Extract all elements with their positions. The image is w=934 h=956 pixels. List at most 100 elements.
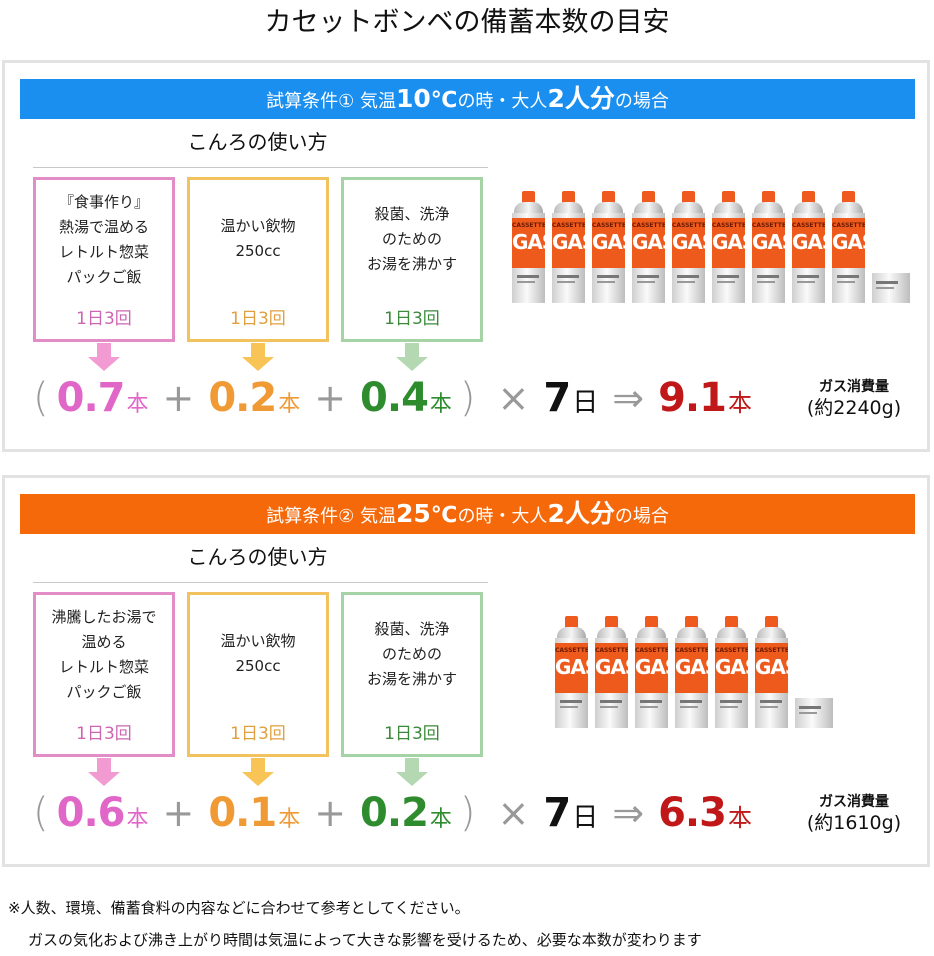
term-meals: 0.6 xyxy=(56,790,126,836)
gas-canister-icon: CASSETTEGAS xyxy=(790,191,826,303)
result-unit: 本 xyxy=(727,804,752,832)
usage-frequency: 1日3回 xyxy=(230,309,286,329)
usage-description: 温かい飲物 250cc xyxy=(220,217,296,260)
footnote-1: ※人数、環境、備蓄食料の内容などに合わせて参考としてください。 xyxy=(8,899,470,917)
gas-canister-icon: CASSETTEGAS xyxy=(710,191,746,303)
banner-prefix: 試算条件① 気温 xyxy=(266,91,396,112)
usage-box-drinks: 温かい飲物 250cc 1日3回 xyxy=(187,592,329,757)
gas-consumption-label: ガス消費量 xyxy=(819,794,889,810)
gas-canister-icon: CASSETTEGAS xyxy=(590,191,626,303)
usage-frequency: 1日3回 xyxy=(230,724,286,744)
banner-mid: の時・大人 xyxy=(457,91,548,112)
gas-canister-icon: CASSETTEGAS xyxy=(713,616,749,728)
usage-frequency: 1日3回 xyxy=(76,724,132,744)
gas-canister-icon: CASSETTEGAS xyxy=(630,191,666,303)
usage-description: 沸騰したお湯で 温める レトルト惣菜 パックご飯 xyxy=(51,608,157,701)
scenario-panel-2: 試算条件② 気温25℃の時・大人2人分の場合 こんろの使い方 沸騰したお湯で 温… xyxy=(2,475,930,867)
term-sterilize: 0.4 xyxy=(360,375,429,421)
times-icon: × xyxy=(497,376,530,420)
plus-icon: + xyxy=(314,376,347,420)
times-icon: × xyxy=(497,791,530,835)
unit: 本 xyxy=(126,807,149,832)
term-drinks: 0.1 xyxy=(208,790,277,836)
implies-arrow-icon: ⇒ xyxy=(612,791,645,835)
term-sterilize: 0.2 xyxy=(360,790,429,836)
gas-canister-icon: CASSETTEGAS xyxy=(550,191,586,303)
gas-canisters-9: CASSETTEGASCASSETTEGASCASSETTEGASCASSETT… xyxy=(510,191,914,303)
banner-degree: ℃ xyxy=(430,503,458,528)
usage-box-meals: 沸騰したお湯で 温める レトルト惣菜 パックご飯 1日3回 xyxy=(33,592,175,757)
divider xyxy=(33,582,488,583)
unit: 本 xyxy=(429,392,452,417)
usage-frequency: 1日3回 xyxy=(384,724,440,744)
gas-canister-icon: CASSETTEGAS xyxy=(633,616,669,728)
plus-icon: + xyxy=(162,376,195,420)
gas-consumption: ガス消費量 (約2240g) xyxy=(799,378,909,420)
usage-title: こんろの使い方 xyxy=(187,545,328,569)
banner-degree: ℃ xyxy=(430,88,458,113)
down-arrow-icon xyxy=(396,758,428,788)
gas-consumption-amount: (約2240g) xyxy=(806,397,902,419)
usage-description: 温かい飲物 250cc xyxy=(220,632,296,675)
scenario-banner-2: 試算条件② 気温25℃の時・大人2人分の場合 xyxy=(20,494,915,534)
days: 7 xyxy=(543,790,571,836)
partial-canister-icon xyxy=(870,273,910,303)
usage-frequency: 1日3回 xyxy=(76,309,132,329)
gas-canister-icon: CASSETTEGAS xyxy=(750,191,786,303)
implies-arrow-icon: ⇒ xyxy=(612,376,645,420)
usage-box-drinks: 温かい飲物 250cc 1日3回 xyxy=(187,177,329,342)
usage-frequency: 1日3回 xyxy=(384,309,440,329)
gas-canister-icon: CASSETTEGAS xyxy=(593,616,629,728)
partial-canister-icon xyxy=(793,698,833,728)
days: 7 xyxy=(543,375,571,421)
result-count: 6.3 xyxy=(658,790,727,836)
gas-consumption: ガス消費量 (約1610g) xyxy=(799,793,909,835)
banner-temperature: 10 xyxy=(396,84,431,113)
usage-box-sterilize: 殺菌、洗浄 のための お湯を沸かす 1日3回 xyxy=(341,177,483,342)
gas-canister-icon: CASSETTEGAS xyxy=(553,616,589,728)
down-arrow-icon xyxy=(242,758,274,788)
term-drinks: 0.2 xyxy=(208,375,277,421)
gas-canister-icon: CASSETTEGAS xyxy=(510,191,546,303)
divider xyxy=(33,167,488,168)
scenario-banner-1: 試算条件① 気温10℃の時・大人2人分の場合 xyxy=(20,79,915,119)
usage-description: 殺菌、洗浄 のための お湯を沸かす xyxy=(366,205,457,273)
banner-suffix: の場合 xyxy=(614,91,669,112)
close-paren: ) xyxy=(459,375,476,421)
gas-consumption-label: ガス消費量 xyxy=(819,379,889,395)
gas-canister-icon: CASSETTEGAS xyxy=(670,191,706,303)
days-unit: 日 xyxy=(572,388,599,418)
usage-box-sterilize: 殺菌、洗浄 のための お湯を沸かす 1日3回 xyxy=(341,592,483,757)
down-arrow-icon xyxy=(88,343,120,373)
result-count: 9.1 xyxy=(658,375,727,421)
usage-box-meals: 『食事作り』 熱湯で温める レトルト惣菜 パックご飯 1日3回 xyxy=(33,177,175,342)
page-title: カセットボンベの備蓄本数の目安 xyxy=(264,7,670,38)
banner-prefix: 試算条件② 気温 xyxy=(266,506,396,527)
unit: 本 xyxy=(429,807,452,832)
gas-consumption-amount: (約1610g) xyxy=(806,812,902,834)
down-arrow-icon xyxy=(396,343,428,373)
gas-canister-icon: CASSETTEGAS xyxy=(830,191,866,303)
banner-temperature: 25 xyxy=(396,499,431,528)
open-paren: ( xyxy=(33,375,49,421)
usage-description: 殺菌、洗浄 のための お湯を沸かす xyxy=(366,620,457,688)
usage-title: こんろの使い方 xyxy=(187,130,328,154)
open-paren: ( xyxy=(33,790,49,836)
gas-canister-icon: CASSETTEGAS xyxy=(673,616,709,728)
down-arrow-icon xyxy=(88,758,120,788)
banner-people: 2人分 xyxy=(547,499,615,528)
footnote-2: ガスの気化および沸き上がり時間は気温によって大きな影響を受けるため、必要な本数が… xyxy=(28,931,702,949)
term-meals: 0.7 xyxy=(56,375,126,421)
gas-canisters-6: CASSETTEGASCASSETTEGASCASSETTEGASCASSETT… xyxy=(553,616,837,728)
usage-description: 『食事作り』 熱湯で温める レトルト惣菜 パックご飯 xyxy=(58,193,149,286)
gas-canister-icon: CASSETTEGAS xyxy=(753,616,789,728)
banner-suffix: の場合 xyxy=(614,506,669,527)
plus-icon: + xyxy=(314,791,347,835)
down-arrow-icon xyxy=(242,343,274,373)
plus-icon: + xyxy=(162,791,195,835)
close-paren: ) xyxy=(459,790,476,836)
banner-people: 2人分 xyxy=(547,84,615,113)
scenario-panel-1: 試算条件① 気温10℃の時・大人2人分の場合 こんろの使い方 『食事作り』 熱湯… xyxy=(2,60,930,452)
